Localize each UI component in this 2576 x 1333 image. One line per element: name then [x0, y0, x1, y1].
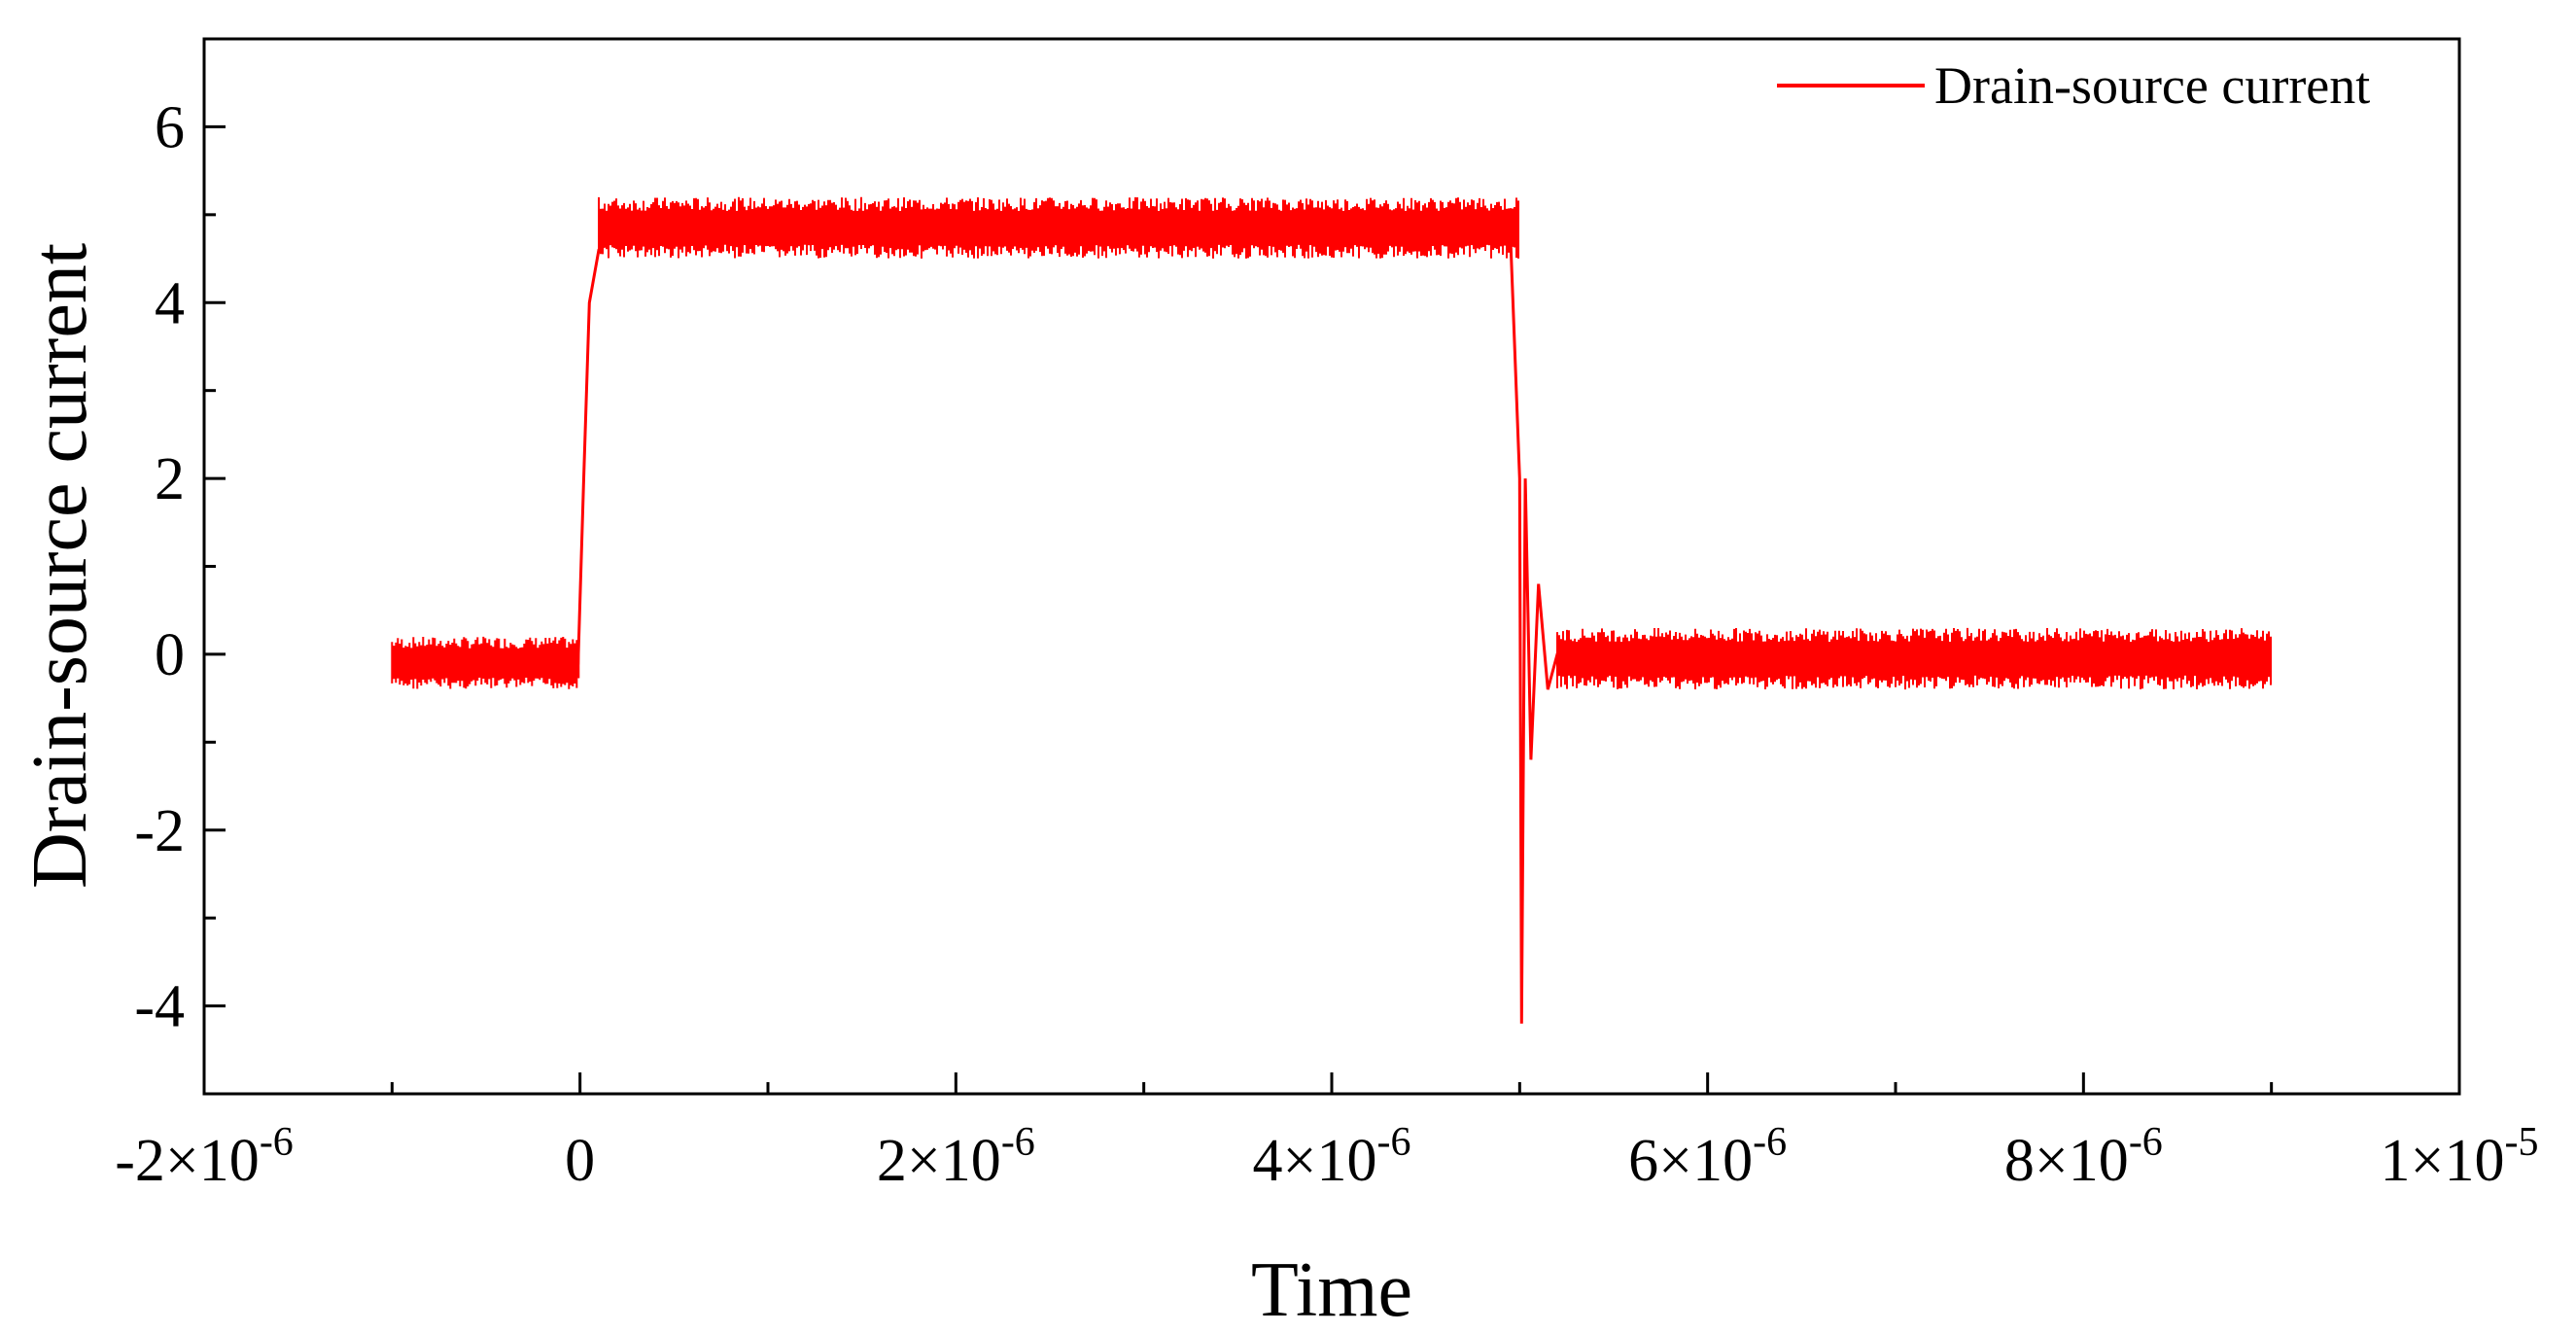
y-axis-title: Drain-source current: [17, 243, 103, 889]
y-axis: -4 -2 0 2 4 6: [134, 37, 226, 1096]
y-tick-label: 6: [155, 94, 185, 160]
x-tick-label: 1×10-5: [2381, 1120, 2539, 1194]
y-tick-label: 4: [155, 270, 185, 336]
y-tick-label: -4: [134, 974, 185, 1040]
x-tick-label: 4×10-6: [1253, 1120, 1411, 1194]
x-tick-label: 8×10-6: [2004, 1120, 2163, 1194]
x-tick-label: 2×10-6: [877, 1120, 1035, 1194]
x-tick-label: 0: [565, 1128, 595, 1194]
y-tick-label: -2: [134, 798, 185, 864]
series-layer: [391, 196, 2272, 1024]
x-axis-title: Time: [1251, 1247, 1412, 1333]
plot-frame: [202, 37, 2461, 1096]
y-tick-label: 0: [155, 622, 185, 688]
legend: Drain-source current: [1777, 56, 2370, 115]
series-noise-band: [598, 196, 1519, 259]
x-tick-label: 6×10-6: [1628, 1120, 1787, 1194]
legend-label: Drain-source current: [1934, 56, 2370, 115]
x-axis: -2×10-6 0 2×10-6 4×10-6 6×10-6 8×10-6 1×10-5: [115, 1072, 2538, 1194]
y-tick-label: 2: [155, 446, 185, 512]
x-tick-label: -2×10-6: [115, 1120, 294, 1194]
series-line: [392, 230, 2272, 1024]
